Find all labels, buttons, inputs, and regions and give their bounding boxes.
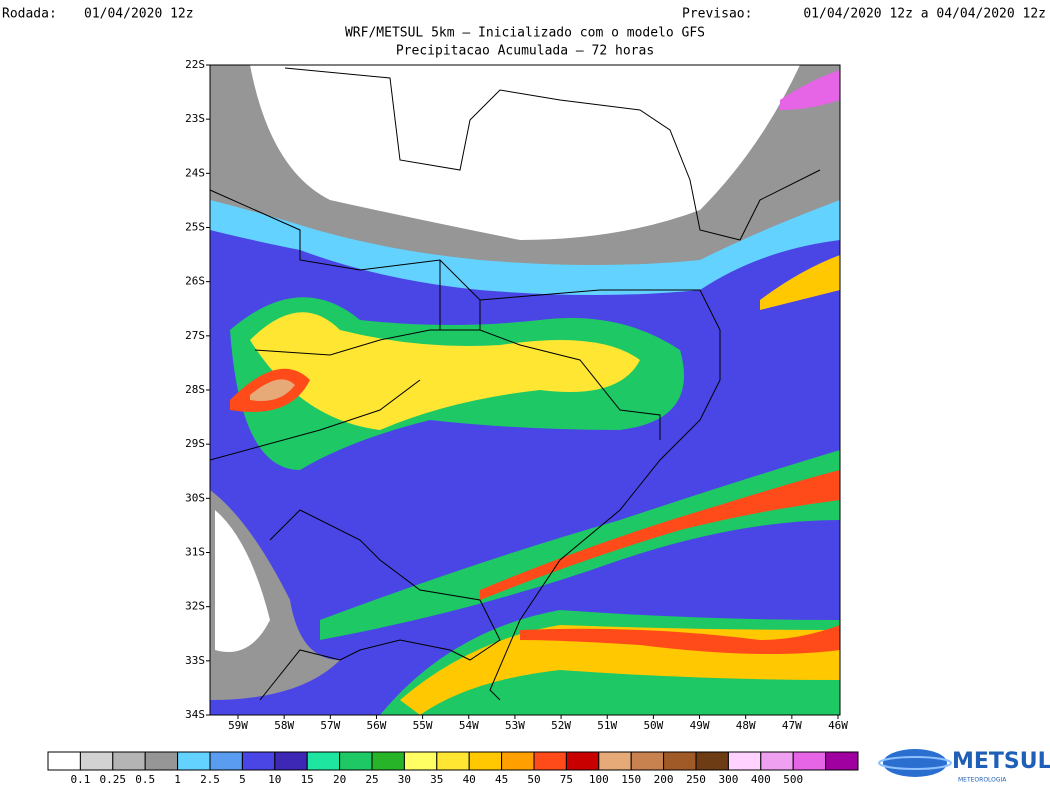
lon-label: 58W <box>274 719 294 732</box>
lat-label: 26S <box>185 275 205 288</box>
lat-label: 30S <box>185 491 205 504</box>
precip-field <box>210 65 840 715</box>
colorbar-label: 40 <box>463 773 476 786</box>
colorbar-label: 2.5 <box>200 773 220 786</box>
colorbar-label: 150 <box>621 773 641 786</box>
colorbar-label: 500 <box>783 773 803 786</box>
colorbar-label: 400 <box>751 773 771 786</box>
colorbar-label: 300 <box>718 773 738 786</box>
borders <box>209 67 821 701</box>
colorbar-swatch <box>630 751 665 771</box>
colorbar-swatch <box>241 751 276 771</box>
logo-name: METSUL <box>952 749 1050 774</box>
colorbar-label: 200 <box>654 773 674 786</box>
colorbar-swatch <box>371 751 405 771</box>
colorbar-label: 0.5 <box>135 773 155 786</box>
lon-label: 49W <box>690 719 710 732</box>
lat-label: 25S <box>185 221 205 234</box>
colorbar-label: 50 <box>527 773 540 786</box>
colorbar-swatch <box>403 751 438 771</box>
lon-label: 48W <box>736 719 756 732</box>
colorbar-swatch <box>727 751 762 771</box>
lat-label: 27S <box>185 329 205 342</box>
colorbar-label: 10 <box>268 773 281 786</box>
lat-axis: 22S 23S 24S 25S 26S 27S 28S 29S 30S 31S 32S 33S 34S <box>185 58 210 721</box>
lon-axis: 59W 58W 57W 56W 55W 54W 53W 52W 51W 50W 49W 48W 47W 4… <box>228 715 848 732</box>
lat-label: 22S <box>185 58 205 71</box>
colorbar-swatch <box>209 751 243 771</box>
run-label: Rodada: <box>2 7 57 22</box>
lat-label: 29S <box>185 437 205 450</box>
lon-label: 57W <box>320 719 340 732</box>
lon-label: 54W <box>459 719 479 732</box>
colorbar-swatch <box>339 751 373 771</box>
colorbar-swatch <box>436 751 470 771</box>
colorbar-swatch <box>306 751 341 771</box>
logo-globe <box>883 749 947 777</box>
colorbar-label: 0.25 <box>100 773 127 786</box>
colorbar-swatch <box>825 751 859 771</box>
colorbar-label: 1 <box>174 773 181 786</box>
colorbar-swatch <box>663 751 697 771</box>
lon-label: 55W <box>413 719 433 732</box>
lon-label: 46W <box>828 719 848 732</box>
lat-label: 28S <box>185 383 205 396</box>
colorbar-label: 45 <box>495 773 508 786</box>
lat-label: 23S <box>185 112 205 125</box>
colorbar-swatch <box>598 751 632 771</box>
lon-label: 59W <box>228 719 248 732</box>
colorbar-label: 35 <box>430 773 443 786</box>
colorbar-label: 30 <box>398 773 411 786</box>
colorbar-swatch <box>79 751 114 771</box>
lon-label: 52W <box>551 719 571 732</box>
lon-label: 56W <box>367 719 387 732</box>
colorbar-label: 0.1 <box>70 773 90 786</box>
colorbar-label: 25 <box>365 773 378 786</box>
lat-label: 32S <box>185 600 205 613</box>
lat-label: 31S <box>185 546 205 559</box>
valid-label: Previsao: <box>682 7 752 22</box>
logo-ring <box>878 756 952 770</box>
logo: METSUL METEOROLOGIA <box>878 749 1050 784</box>
run-value: 01/04/2020 12z <box>84 7 194 22</box>
lat-label: 33S <box>185 654 205 667</box>
valid-value: 01/04/2020 12z a 04/04/2020 12z <box>803 7 1046 22</box>
colorbar-swatch <box>695 751 729 771</box>
colorbar-label: 5 <box>239 773 246 786</box>
colorbar-swatch <box>533 751 567 771</box>
colorbar-swatch <box>112 751 146 771</box>
colorbar-swatch <box>468 751 503 771</box>
colorbar-swatch <box>501 751 535 771</box>
colorbar-swatch <box>144 751 179 771</box>
colorbar-label: 20 <box>333 773 346 786</box>
lat-label: 24S <box>185 166 205 179</box>
colorbar-swatch <box>177 751 211 771</box>
lon-label: 47W <box>782 719 802 732</box>
colorbar-swatch <box>760 751 794 771</box>
colorbar-swatch <box>792 751 827 771</box>
lon-label: 50W <box>643 719 663 732</box>
colorbar-swatch <box>565 751 600 771</box>
lon-label: 53W <box>505 719 525 732</box>
colorbar: 0.1 0.25 0.5 1 2.5 5 10 15 20 25 30 35 40 45 50 75 100 15… <box>47 751 859 786</box>
colorbar-swatch <box>47 751 81 771</box>
colorbar-label: 15 <box>301 773 314 786</box>
lat-label: 34S <box>185 708 205 721</box>
colorbar-label: 75 <box>560 773 573 786</box>
colorbar-swatch <box>274 751 308 771</box>
lon-label: 51W <box>597 719 617 732</box>
subtitle: Precipitacao Acumulada — 72 horas <box>396 44 654 59</box>
colorbar-label: 250 <box>686 773 706 786</box>
colorbar-label: 100 <box>589 773 609 786</box>
title: WRF/METSUL 5km — Inicializado com o mode… <box>345 26 705 41</box>
logo-tagline: METEOROLOGIA <box>958 777 1007 784</box>
